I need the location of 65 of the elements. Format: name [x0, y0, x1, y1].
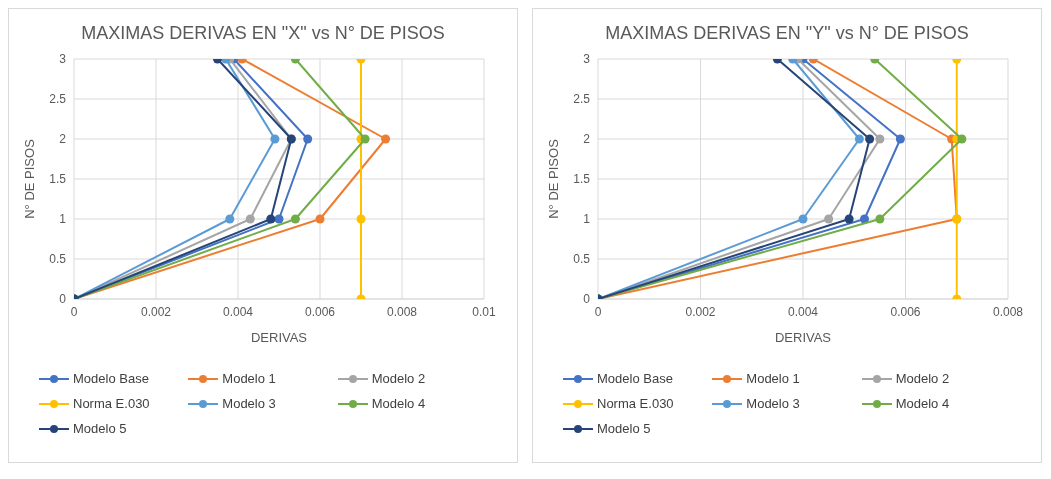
- legend-label: Modelo 5: [597, 421, 651, 436]
- point: [266, 214, 276, 224]
- point: [798, 214, 808, 224]
- point: [225, 214, 235, 224]
- legend-label: Modelo 1: [222, 371, 276, 386]
- legend-label: Modelo 4: [371, 396, 426, 411]
- point: [957, 134, 967, 144]
- legend-label: Modelo 2: [895, 371, 950, 386]
- point: [245, 214, 255, 224]
- point: [270, 134, 280, 144]
- legend-label: Norma E.030: [73, 396, 150, 411]
- y-tick-label: 2.5: [573, 92, 591, 107]
- point: [895, 134, 905, 144]
- legend-label: Modelo Base: [73, 371, 149, 386]
- point: [865, 134, 875, 144]
- point: [854, 134, 864, 144]
- legend-label: Modelo 3: [222, 396, 276, 411]
- point: [360, 134, 370, 144]
- legend-label: Modelo 5: [73, 421, 127, 436]
- x-tick-label: 0.002: [140, 304, 172, 319]
- y-axis-title: N° DE PISOS: [21, 138, 37, 219]
- x-axis-title: DERIVAS: [774, 330, 832, 345]
- point: [290, 214, 300, 224]
- y-tick-label: 1: [583, 212, 591, 227]
- y-tick-label: 0: [583, 292, 591, 307]
- x-tick-label: 0.01: [472, 304, 496, 319]
- x-tick-label: 0.006: [890, 304, 921, 319]
- legend-label: Modelo 1: [746, 371, 800, 386]
- legend-label: Modelo 3: [746, 396, 800, 411]
- legend-label: Modelo 4: [895, 396, 950, 411]
- y-tick-label: 1.5: [573, 172, 591, 187]
- y-tick-label: 0: [59, 292, 67, 307]
- x-tick-label: 0.008: [992, 304, 1024, 319]
- point: [824, 214, 834, 224]
- point: [875, 214, 885, 224]
- y-tick-label: 2.5: [49, 92, 67, 107]
- point: [356, 214, 366, 224]
- chart-title: MAXIMAS DERIVAS EN "Y" vs N° DE PISOS: [604, 23, 970, 45]
- legend-label: Modelo 2: [371, 371, 426, 386]
- y-tick-label: 0.5: [573, 252, 591, 267]
- point: [303, 134, 313, 144]
- x-tick-label: 0: [70, 304, 78, 319]
- x-tick-label: 0.006: [304, 304, 336, 319]
- y-tick-label: 3: [583, 52, 591, 67]
- x-tick-label: 0.008: [386, 304, 418, 319]
- y-axis-title: N° DE PISOS: [545, 138, 561, 219]
- point: [381, 134, 391, 144]
- x-tick-label: 0: [594, 304, 602, 319]
- x-tick-label: 0.004: [787, 304, 819, 319]
- y-tick-label: 2: [583, 132, 591, 147]
- y-tick-label: 2: [59, 132, 67, 147]
- y-tick-label: 1.5: [49, 172, 67, 187]
- y-tick-label: 3: [59, 52, 67, 67]
- point: [875, 134, 885, 144]
- y-tick-label: 1: [59, 212, 67, 227]
- x-tick-label: 0.002: [685, 304, 716, 319]
- point: [315, 214, 325, 224]
- chart-title: MAXIMAS DERIVAS EN "X" vs N° DE PISOS: [80, 23, 446, 45]
- x-tick-label: 0.004: [222, 304, 254, 319]
- y-tick-label: 0.5: [49, 252, 67, 267]
- legend-label: Norma E.030: [597, 396, 674, 411]
- point: [844, 214, 854, 224]
- legend-label: Modelo Base: [597, 371, 673, 386]
- x-axis-title: DERIVAS: [250, 330, 308, 345]
- point: [274, 214, 284, 224]
